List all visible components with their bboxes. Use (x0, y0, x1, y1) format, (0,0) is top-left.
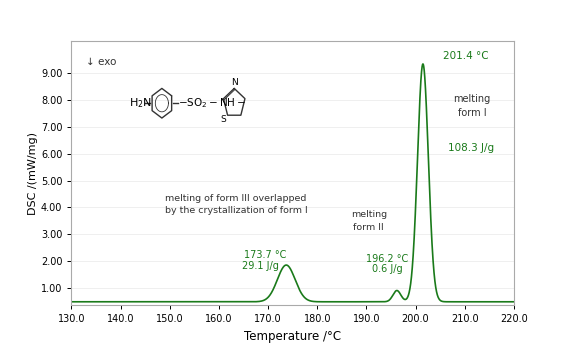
Text: 29.1 J/g: 29.1 J/g (242, 261, 279, 271)
Text: 0.6 J/g: 0.6 J/g (372, 264, 403, 274)
Text: 196.2 °C: 196.2 °C (366, 255, 408, 264)
Text: 173.7 °C: 173.7 °C (244, 250, 287, 260)
X-axis label: Temperature /°C: Temperature /°C (244, 330, 341, 343)
Text: ↓ exo: ↓ exo (86, 57, 116, 67)
Text: 201.4 °C: 201.4 °C (443, 50, 488, 61)
Text: melting of form III overlapped
by the crystallization of form I: melting of form III overlapped by the cr… (164, 194, 307, 215)
Text: melting
form II: melting form II (351, 210, 387, 232)
Text: melting
form I: melting form I (453, 94, 490, 118)
Y-axis label: DSC /(mW/mg): DSC /(mW/mg) (28, 132, 38, 215)
Text: 108.3 J/g: 108.3 J/g (448, 143, 494, 153)
